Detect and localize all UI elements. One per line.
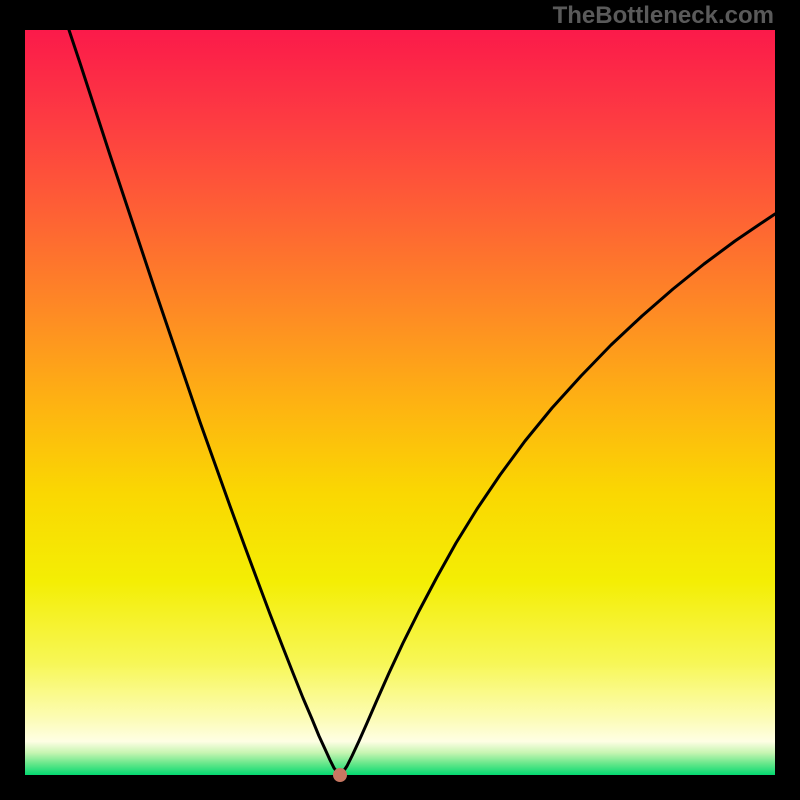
bottleneck-curve [69, 30, 775, 775]
watermark-text: TheBottleneck.com [553, 2, 774, 30]
curve-layer [0, 0, 800, 800]
chart-container: TheBottleneck.com [0, 0, 800, 800]
optimal-point-marker [333, 768, 347, 782]
